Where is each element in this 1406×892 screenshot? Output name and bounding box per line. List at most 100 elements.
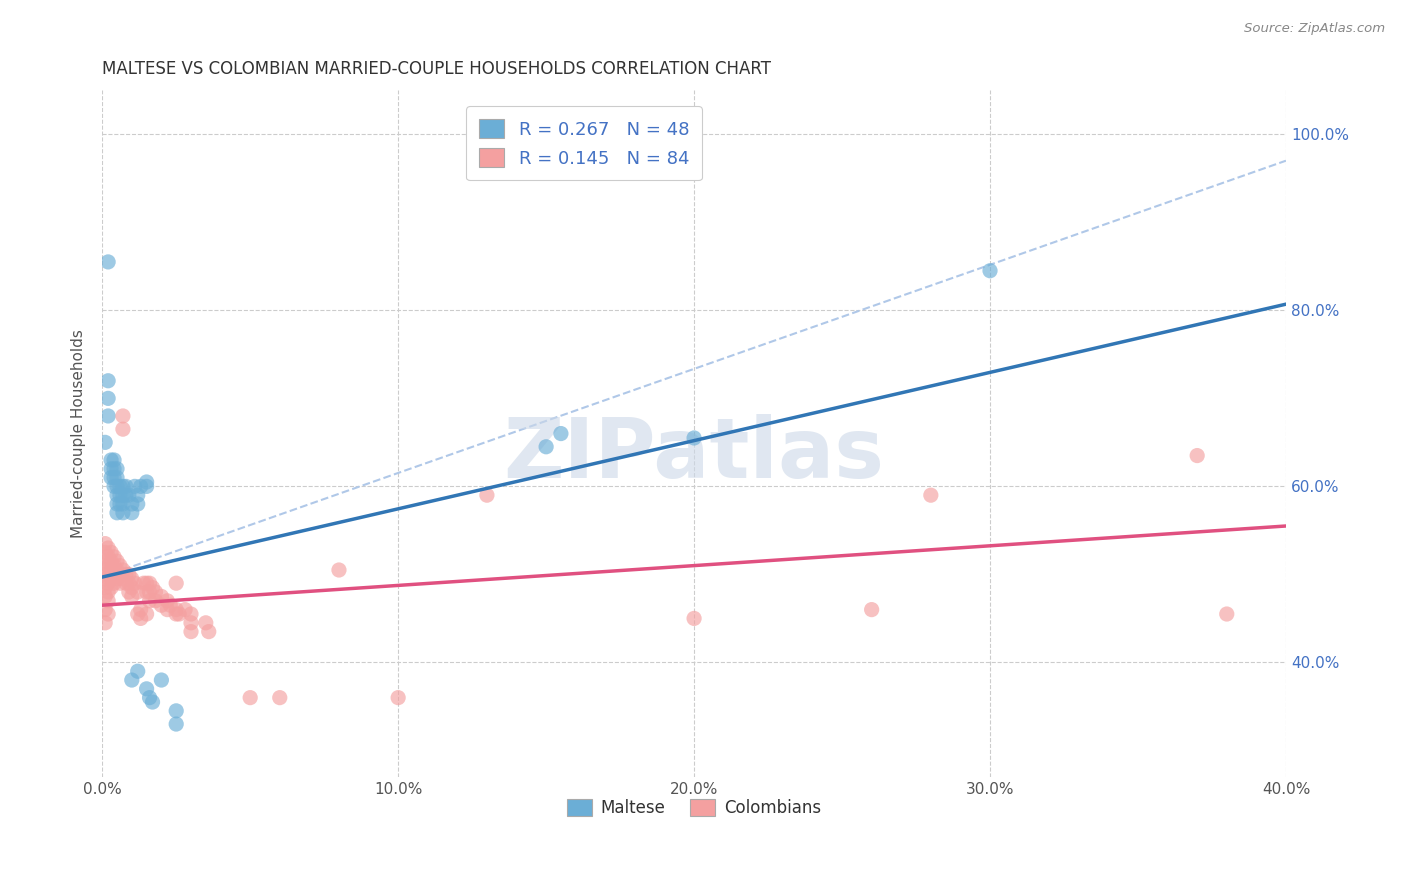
Point [127,607,149,621]
Point [94,602,117,616]
Point [135,607,157,621]
Point [138,594,160,608]
Point [159,598,181,612]
Point [103,558,125,573]
Point [105,563,128,577]
Point [127,488,149,502]
Point [105,470,128,484]
Point [124,576,146,591]
Point [97,594,120,608]
Point [167,607,190,621]
Point [135,585,157,599]
Point [105,506,128,520]
Point [105,554,128,568]
Point [121,590,143,604]
Point [97,576,120,591]
Point [100,563,122,577]
Point [100,453,122,467]
Point [108,479,131,493]
Point [105,462,128,476]
Point [97,409,120,423]
Point [94,536,117,550]
Point [145,594,167,608]
Point [94,554,117,568]
Point [97,585,120,599]
Point [94,572,117,586]
Point [118,576,141,591]
Point [118,488,141,502]
Point [100,554,122,568]
Point [1185,449,1208,463]
Point [165,576,187,591]
Point [132,576,155,591]
Point [475,488,498,502]
Point [127,665,149,679]
Point [129,479,152,493]
Point [135,681,157,696]
Point [387,690,409,705]
Point [534,440,557,454]
Point [97,558,120,573]
Point [156,594,179,608]
Point [103,576,125,591]
Point [180,615,202,630]
Point [121,581,143,595]
Point [141,695,163,709]
Point [94,590,117,604]
Point [97,607,120,621]
Point [115,567,138,582]
Point [141,581,163,595]
Point [127,585,149,599]
Point [94,581,117,595]
Point [165,704,187,718]
Point [100,470,122,484]
Point [111,479,134,493]
Point [138,690,160,705]
Point [135,479,157,493]
Point [100,545,122,559]
Y-axis label: Married-couple Households: Married-couple Households [72,329,86,538]
Point [97,567,120,582]
Point [97,392,120,406]
Point [105,572,128,586]
Point [121,572,143,586]
Point [165,602,187,616]
Point [239,690,262,705]
Point [920,488,942,502]
Point [138,576,160,591]
Point [94,435,117,450]
Text: ZIPatlas: ZIPatlas [503,414,884,495]
Point [94,615,117,630]
Text: MALTESE VS COLOMBIAN MARRIED-COUPLE HOUSEHOLDS CORRELATION CHART: MALTESE VS COLOMBIAN MARRIED-COUPLE HOUS… [103,60,772,78]
Point [115,479,138,493]
Point [180,624,202,639]
Point [103,479,125,493]
Point [194,615,217,630]
Point [100,462,122,476]
Point [156,602,179,616]
Point [135,475,157,489]
Point [129,611,152,625]
Point [105,479,128,493]
Point [97,549,120,564]
Point [135,576,157,591]
Point [111,488,134,502]
Point [124,479,146,493]
Point [94,545,117,559]
Point [100,581,122,595]
Point [979,263,1001,277]
Point [108,558,131,573]
Point [108,488,131,502]
Point [103,462,125,476]
Point [683,431,706,445]
Point [165,607,187,621]
Point [683,611,706,625]
Legend: Maltese, Colombians: Maltese, Colombians [561,792,828,823]
Point [197,624,219,639]
Point [111,422,134,436]
Point [328,563,350,577]
Point [121,506,143,520]
Point [105,497,128,511]
Point [115,488,138,502]
Point [165,717,187,731]
